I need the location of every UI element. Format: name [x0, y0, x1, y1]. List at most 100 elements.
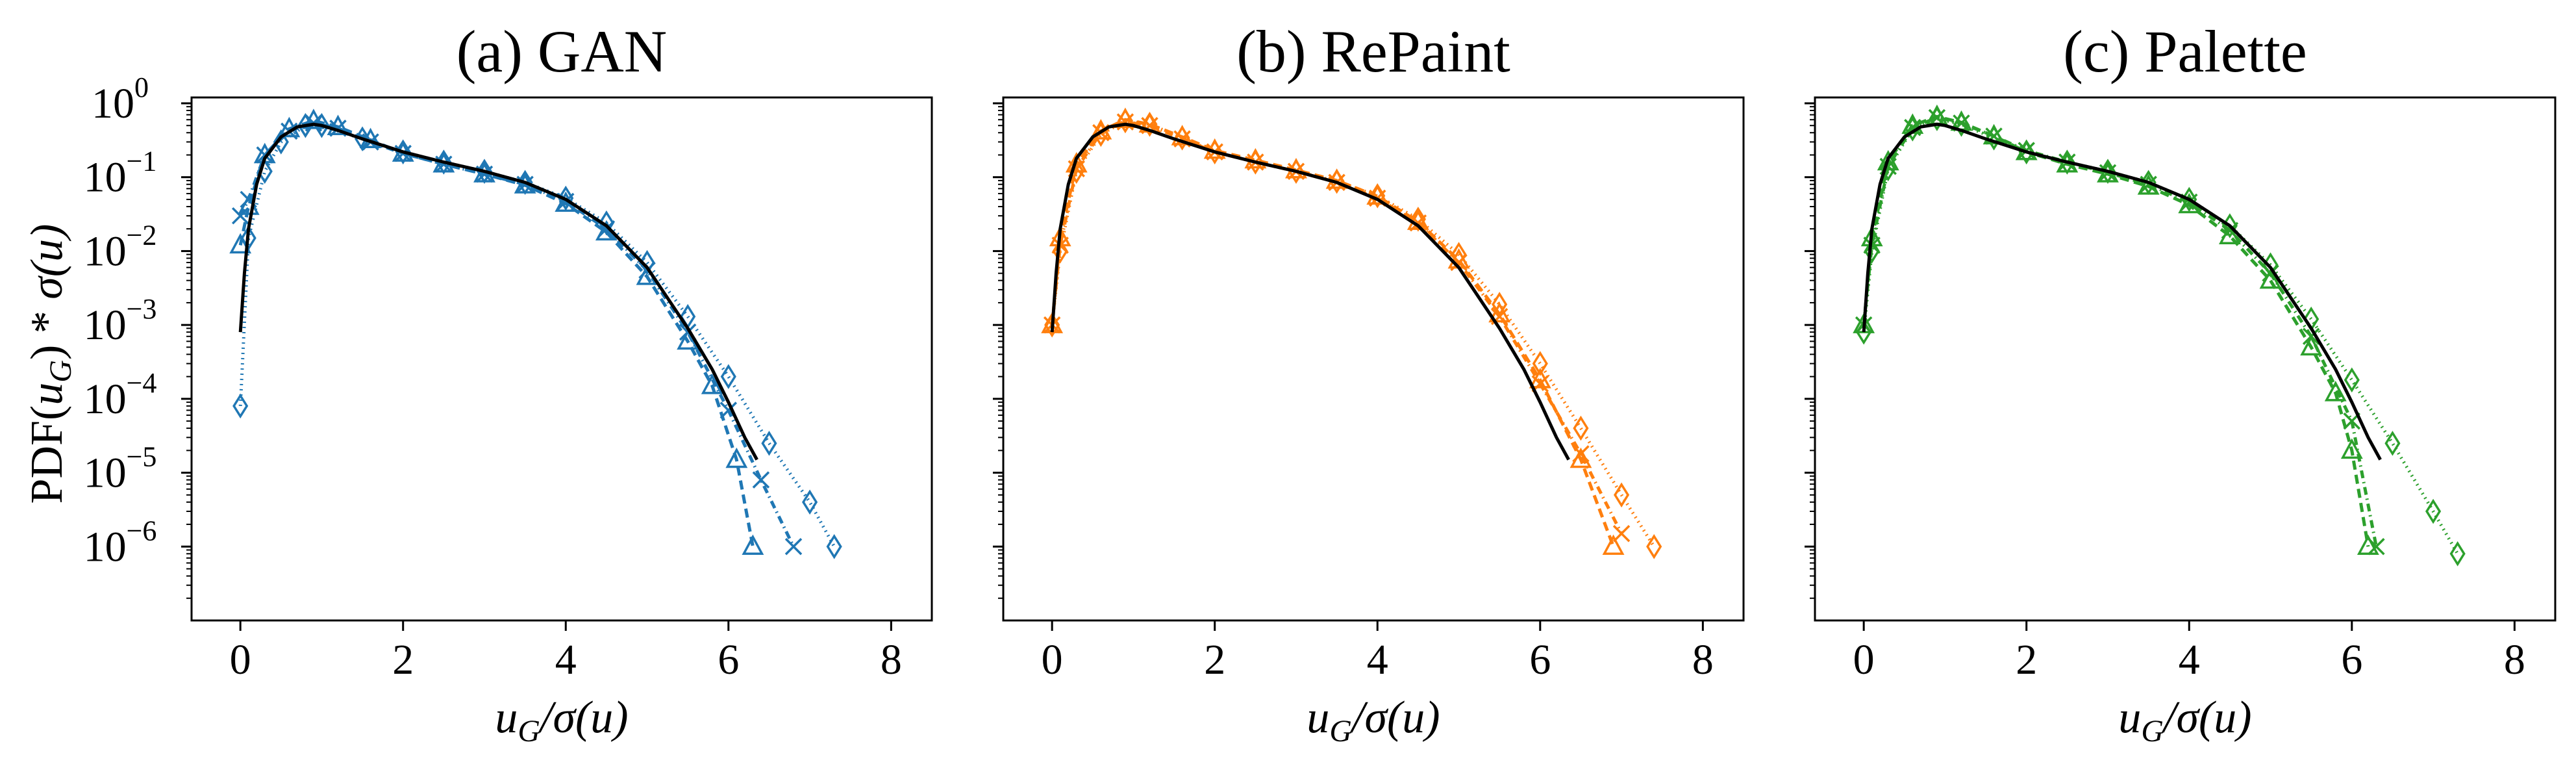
x-tick-label: 8 [881, 636, 902, 683]
x-tick-label: 2 [1204, 636, 1225, 683]
ylabel-pdf: PDF( [22, 405, 72, 504]
x-tick-label: 2 [2016, 636, 2037, 683]
data-point-triangle [2300, 335, 2323, 356]
ylabel-sub: G [44, 360, 78, 383]
panel-3: (c) Palette 0 2 4 6 8 uG/σ(u) [1805, 18, 2557, 748]
series-line-diamond [238, 123, 836, 548]
panel-1: (a) GAN 0 2 4 6 8 100 10−1 10−2 10−3 10−4 10−5 10−6 u… [84, 18, 933, 748]
ylabel-end: ) [22, 224, 72, 242]
ylabel-u: u [22, 383, 72, 405]
series-line-cross [1050, 120, 1623, 535]
axes-frame [1814, 96, 2557, 622]
y-tick-label: 10−5 [84, 441, 157, 497]
panel-title: (a) GAN [456, 18, 667, 84]
data-point-triangle [725, 447, 748, 468]
data-point-diamond [1052, 238, 1068, 264]
x-axis-label: uG/σ(u) [2118, 693, 2251, 748]
data-point-triangle [2340, 438, 2363, 459]
panels: (a) GAN 0 2 4 6 8 100 10−1 10−2 10−3 10−4 10−5 10−6 u… [84, 18, 2557, 748]
data-point-cross [752, 471, 770, 489]
data-point-triangle [2324, 381, 2347, 402]
data-point-triangle [1065, 152, 1088, 173]
data-point-triangle [2259, 268, 2282, 289]
axes-frame [1002, 96, 1745, 622]
data-point-diamond [232, 393, 249, 419]
y-tick-label: 10−6 [84, 515, 157, 570]
series-line-cross [238, 121, 795, 548]
x-tick-label: 0 [1853, 636, 1875, 683]
x-tick-label: 8 [1692, 636, 1714, 683]
x-axis-label: uG/σ(u) [1307, 693, 1440, 748]
reference-line [1862, 122, 2382, 461]
ylabel-star: * [22, 300, 72, 345]
data-point-diamond [761, 431, 777, 456]
data-point-triangle [1171, 125, 1194, 146]
series-line-diamond [1862, 116, 2459, 555]
ylabel-close: ) [22, 345, 72, 360]
reference-line [1050, 122, 1570, 461]
reference-line [238, 122, 758, 461]
data-point-diamond [2344, 367, 2360, 393]
y-tick-label: 100 [92, 71, 149, 127]
data-point-cross [231, 207, 249, 225]
data-point-triangle [1244, 147, 1267, 169]
series-line-cross [1862, 116, 2378, 547]
data-point-triangle [1366, 184, 1389, 205]
data-point-triangle [2218, 223, 2241, 244]
series-line-triangle [238, 119, 755, 547]
x-axis-label: uG/σ(u) [495, 693, 628, 748]
x-tick-label: 8 [2504, 636, 2525, 683]
panel-2: (b) RePaint 0 2 4 6 8 uG/σ(u) [993, 18, 1745, 748]
panel-title: (c) Palette [2063, 18, 2307, 84]
data-point-triangle [1529, 368, 1551, 389]
data-point-cross [784, 538, 803, 555]
x-tick-label: 0 [230, 636, 251, 683]
data-point-diamond [826, 533, 842, 559]
x-tick-label: 6 [1529, 636, 1551, 683]
axes-frame [190, 96, 933, 622]
y-tick-label: 10−4 [84, 367, 157, 423]
data-point-diamond [2425, 498, 2442, 524]
ylabel-u2: u [22, 239, 72, 262]
data-point-diamond [273, 129, 289, 155]
data-point-triangle [742, 534, 764, 555]
data-point-diamond [802, 489, 818, 515]
series-group [229, 109, 842, 559]
series-group [1853, 104, 2466, 567]
x-tick-label: 4 [2179, 636, 2200, 683]
y-tick-label: 10−2 [84, 219, 157, 275]
x-tick-label: 2 [392, 636, 414, 683]
x-tick-label: 6 [2341, 636, 2362, 683]
data-point-triangle [327, 114, 349, 136]
x-tick-label: 4 [555, 636, 577, 683]
data-point-diamond [720, 364, 736, 389]
data-point-triangle [1602, 534, 1625, 555]
data-point-triangle [1407, 209, 1429, 230]
data-point-cross [1612, 525, 1631, 543]
data-point-diamond [1646, 533, 1662, 559]
data-point-triangle [2357, 534, 2379, 555]
ylabel-sigma: σ( [22, 259, 72, 300]
data-point-triangle [229, 233, 252, 254]
data-point-diamond [1532, 351, 1548, 376]
data-point-diamond [2449, 541, 2466, 567]
data-point-diamond [1880, 156, 1896, 182]
y-tick-label: 10−1 [84, 146, 157, 201]
x-tick-label: 6 [718, 636, 739, 683]
data-point-diamond [1451, 242, 1467, 267]
data-point-diamond [1614, 482, 1630, 508]
data-point-triangle [1488, 301, 1511, 323]
data-point-triangle [1114, 107, 1136, 128]
data-point-triangle [677, 329, 699, 350]
data-point-diamond [1864, 238, 1880, 264]
data-point-triangle [1982, 123, 2005, 145]
data-point-diamond [2384, 431, 2401, 456]
data-point-triangle [1569, 447, 1592, 468]
data-point-triangle [302, 109, 325, 129]
x-tick-label: 0 [1042, 636, 1063, 683]
data-point-diamond [558, 185, 574, 211]
panel-title: (b) RePaint [1236, 18, 1510, 84]
data-point-triangle [1877, 149, 1899, 171]
data-point-diamond [1573, 415, 1589, 441]
